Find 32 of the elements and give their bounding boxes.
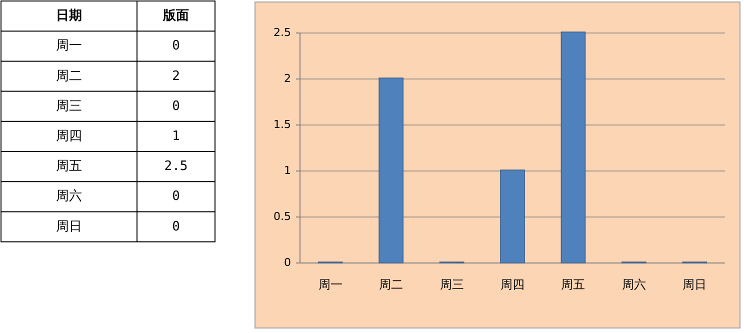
text: 0	[172, 98, 180, 114]
y-tick-label: 0	[284, 256, 291, 270]
x-tick-label: 周三	[440, 277, 464, 292]
y-tick-label: 1	[284, 164, 291, 178]
category-label: 周日	[56, 219, 82, 234]
x-tick-label: 周四	[500, 277, 524, 292]
y-tick-label: 0.5	[274, 210, 291, 224]
text: 日期	[56, 8, 82, 24]
category-label: 周四	[56, 128, 82, 144]
y-tick-label: 1.5	[274, 118, 291, 132]
bar	[500, 170, 525, 264]
text: 0	[172, 189, 180, 204]
x-tick-label: 周六	[622, 277, 646, 292]
category-label: 周三	[56, 98, 82, 114]
text: 2.5	[164, 159, 188, 174]
x-tick-label: 周一	[318, 277, 342, 292]
category-label: 周二	[56, 68, 82, 84]
text: 1	[172, 128, 180, 144]
category-label: 周五	[56, 159, 82, 174]
text: 0	[172, 38, 180, 54]
x-tick-label: 周五	[561, 277, 586, 292]
category-label: 周六	[56, 189, 82, 204]
text: 2	[172, 68, 180, 84]
text: 0	[172, 219, 180, 234]
bar	[378, 78, 404, 264]
x-tick-label: 周日	[682, 277, 707, 292]
bar	[560, 32, 586, 264]
y-tick-label: 2	[284, 72, 291, 86]
x-tick-label: 周二	[379, 277, 404, 292]
y-tick-label: 2.5	[274, 26, 291, 40]
category-label: 周一	[56, 38, 82, 54]
text: 版面	[162, 8, 189, 24]
